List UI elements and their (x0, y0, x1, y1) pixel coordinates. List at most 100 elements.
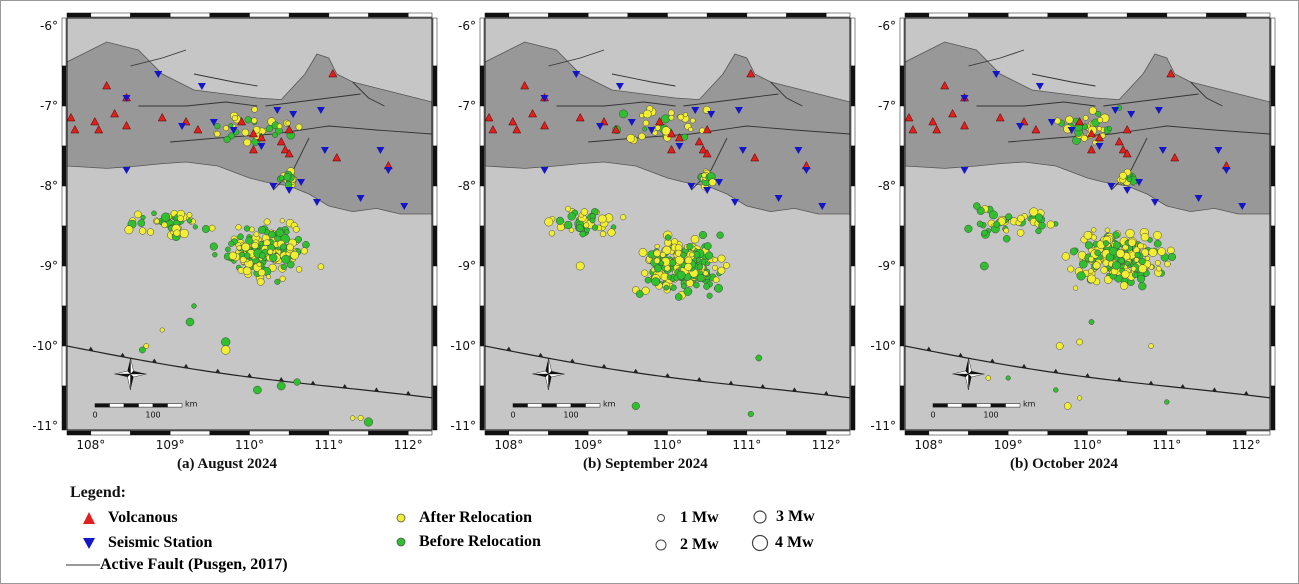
legend-volcano-label: Volcanous (108, 509, 178, 526)
seismic-station-marker (1135, 179, 1144, 186)
event-after-relocation (723, 262, 730, 269)
legend-fault-label: Active Fault (Pusgen, 2017) (100, 556, 288, 573)
frame-bar-left (899, 225, 905, 267)
event-after-relocation (1119, 171, 1127, 180)
lon-tick-label: 110° (1073, 438, 1102, 452)
seismic-station-marker (707, 111, 716, 118)
event-after-relocation (1100, 266, 1108, 274)
event-before-relocation (747, 410, 754, 418)
frame-bar-left (479, 345, 485, 387)
event-after-relocation (717, 266, 726, 275)
compass-half (532, 370, 549, 375)
event-before-relocation (1167, 252, 1177, 261)
map-frame (484, 17, 851, 431)
seismic-station-marker (297, 179, 306, 186)
seismic-station-marker (703, 187, 712, 194)
active-fault-line (1008, 125, 1270, 143)
volcano-marker (122, 120, 131, 130)
seismic-station-marker (774, 195, 783, 202)
event-after-relocation (208, 224, 216, 232)
lon-tick-label: 110° (235, 438, 264, 452)
frame-bar-left (479, 385, 485, 431)
event-after-relocation (682, 112, 688, 118)
lon-tick-label: 108° (914, 438, 943, 452)
event-before-relocation (1118, 257, 1125, 265)
caption-september: (b) September 2024 (583, 456, 708, 472)
event-before-relocation (1132, 271, 1139, 279)
frame-bar-right (850, 385, 856, 431)
seismic-station-marker (1214, 147, 1223, 154)
seismic-station-marker (1123, 187, 1132, 194)
lon-tick-label: 111° (732, 438, 761, 452)
trench-tooth (1243, 390, 1249, 395)
seismic-station-marker (794, 147, 803, 154)
event-after-relocation (1077, 395, 1083, 401)
seismic-station-marker (1158, 147, 1167, 154)
lon-tick-label: 112° (394, 438, 423, 452)
legend-station: Seismic Station (82, 534, 212, 552)
event-before-relocation (1153, 239, 1162, 248)
lat-tick-label: -6° (40, 19, 58, 33)
event-before-relocation (269, 253, 278, 262)
event-before-relocation (642, 126, 648, 132)
event-after-relocation (239, 256, 247, 263)
caption-october: (b) October 2024 (1010, 456, 1119, 472)
frame-bar-left (479, 65, 485, 107)
frame-bar-top (130, 12, 171, 18)
event-before-relocation (228, 240, 235, 247)
event-after-relocation (1087, 274, 1096, 284)
volcano-marker (249, 144, 258, 154)
frame-bar-left (899, 65, 905, 107)
frame-bar-left (479, 185, 485, 227)
seismic-station-marker (960, 167, 969, 174)
event-before-relocation (214, 123, 221, 130)
event-before-relocation (964, 224, 973, 233)
volcano-marker (90, 116, 100, 126)
volcano-marker (750, 152, 760, 162)
lat-tick-label: -8° (40, 179, 58, 193)
lon-tick-label: 108° (494, 438, 523, 452)
trench-tooth (823, 390, 829, 395)
event-before-relocation (221, 337, 231, 347)
scale-bar-segment (947, 403, 963, 408)
compass-half (952, 370, 969, 375)
frame-bar-right (1270, 17, 1276, 67)
seismic-station-marker (384, 167, 393, 174)
trench-tooth (791, 387, 797, 392)
compass-half (548, 357, 552, 375)
frame-bar-top (825, 12, 851, 18)
event-before-relocation (302, 241, 310, 249)
event-after-relocation (548, 230, 556, 237)
event-after-relocation (641, 286, 650, 295)
trench-tooth (1116, 377, 1122, 382)
event-before-relocation (1126, 176, 1133, 183)
volcano-marker (928, 116, 938, 126)
event-after-relocation (236, 245, 242, 251)
event-after-relocation (701, 172, 707, 178)
event-after-relocation (1017, 214, 1025, 223)
event-after-relocation (1116, 249, 1125, 258)
frame-bar-bottom (328, 430, 369, 436)
seismic-station-marker (269, 183, 278, 190)
lon-tick-label: 109° (574, 438, 603, 452)
event-after-relocation (599, 230, 607, 238)
event-before-relocation (1137, 274, 1146, 283)
event-after-relocation (124, 225, 134, 235)
event-after-relocation (1119, 281, 1129, 290)
event-after-relocation (662, 245, 672, 255)
event-after-relocation (251, 117, 258, 124)
event-before-relocation (276, 381, 286, 391)
volcano-marker (284, 124, 294, 134)
scale-start-label: 0 (92, 411, 97, 420)
frame-bar-top (1245, 12, 1271, 18)
frame-bar-top (368, 12, 409, 18)
event-before-relocation (663, 284, 670, 291)
event-after-relocation (1157, 247, 1166, 256)
volcano-marker (520, 80, 530, 90)
event-before-relocation (589, 217, 596, 224)
scale-start-label: 0 (930, 411, 935, 420)
frame-bar-bottom (825, 430, 851, 436)
volcano-marker (67, 112, 76, 122)
event-after-relocation (1104, 227, 1111, 233)
fault-line-icon (66, 564, 100, 566)
